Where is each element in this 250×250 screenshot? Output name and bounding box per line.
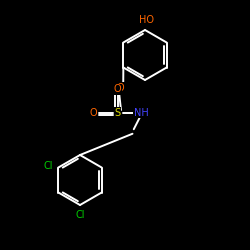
Text: O: O [90,108,98,118]
Text: S: S [114,108,120,118]
Text: HO: HO [139,16,154,26]
Text: NH: NH [134,108,148,118]
Text: Cl: Cl [43,161,52,171]
Text: Cl: Cl [75,210,85,220]
Text: O: O [117,83,124,93]
Text: O: O [114,84,121,94]
